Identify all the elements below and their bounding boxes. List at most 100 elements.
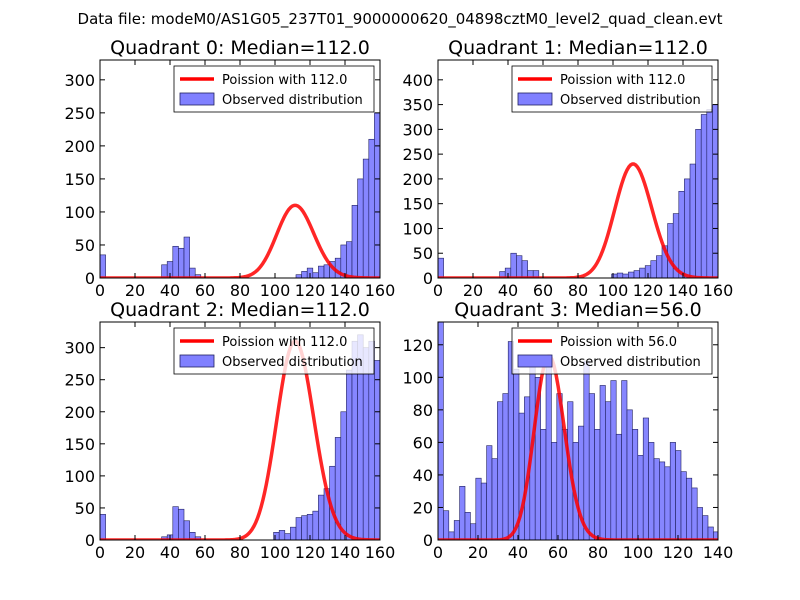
panel-quadrant-2: 0 20 40 60 80 100 120 140 160050100150200250300Q… xyxy=(64,299,395,562)
y-tick-label: 100 xyxy=(64,467,95,486)
histogram-bar xyxy=(318,494,325,540)
histogram-bar xyxy=(695,129,702,278)
histogram-bar xyxy=(443,510,450,540)
histogram-bar xyxy=(628,271,635,278)
histogram-bar xyxy=(497,401,504,540)
y-tick-label: 250 xyxy=(64,371,95,390)
histogram-bar xyxy=(639,267,646,278)
legend-label-bars: Observed distribution xyxy=(560,355,701,370)
histogram-bar xyxy=(475,477,482,540)
histogram-bar xyxy=(583,360,590,540)
histogram-bar xyxy=(368,138,375,278)
histogram-bar xyxy=(323,264,330,278)
y-tick-label: 250 xyxy=(64,104,95,123)
histogram-bar xyxy=(707,526,714,540)
x-tick-label: 80 xyxy=(230,543,250,562)
y-tick-label: 50 xyxy=(75,236,95,255)
legend: Poission with 112.0 Observed distribution xyxy=(173,327,375,375)
histogram-bar xyxy=(667,223,674,278)
y-tick-label: 300 xyxy=(64,71,95,90)
histogram-bar xyxy=(611,273,618,278)
x-tick-label: 100 xyxy=(623,543,654,562)
histogram-bar xyxy=(605,401,612,540)
x-tick-label: 0 xyxy=(433,281,443,300)
x-tick-label: 100 xyxy=(260,543,291,562)
x-tick-label: 40 xyxy=(160,543,180,562)
panel-quadrant-0: 0 20 40 60 80 100 120 140 160050100150200250300Q… xyxy=(64,37,395,300)
histogram-bar xyxy=(362,347,370,540)
histogram-bar xyxy=(374,112,380,278)
histogram-bar xyxy=(301,515,308,540)
panel-title: Quadrant 1: Median=112.0 xyxy=(448,37,708,59)
histogram-bar xyxy=(178,247,185,278)
histogram-bar xyxy=(588,393,595,540)
legend-bar-swatch xyxy=(517,354,553,368)
histogram-bar xyxy=(183,520,190,540)
x-tick-label: 0 xyxy=(433,543,443,562)
poisson-curve xyxy=(438,354,718,540)
histogram-bar xyxy=(551,442,558,540)
histogram-bar xyxy=(664,466,671,540)
histogram-bar xyxy=(648,442,655,540)
histogram-bar xyxy=(502,393,509,540)
histogram-bar xyxy=(594,429,601,540)
histogram-bar xyxy=(615,433,622,540)
y-tick-label: 300 xyxy=(64,339,95,358)
panel-quadrant-1: 0 20 40 60 80 100 120 140 1600501001502002503003… xyxy=(402,37,733,300)
histogram-bar xyxy=(172,245,179,278)
x-tick-label: 20 xyxy=(463,281,483,300)
y-tick-label: 60 xyxy=(413,433,433,452)
histogram-bar xyxy=(178,508,185,540)
legend: Poission with 112.0 Observed distribution xyxy=(173,65,375,113)
y-tick-label: 150 xyxy=(402,195,433,214)
y-tick-label: 100 xyxy=(402,219,433,238)
histogram-bar xyxy=(438,257,444,278)
histogram-bar xyxy=(290,526,297,540)
histogram-bar xyxy=(675,450,682,540)
legend-label-curve: Poission with 112.0 xyxy=(222,73,347,88)
histogram-bar xyxy=(284,533,291,540)
y-tick-label: 100 xyxy=(64,203,95,222)
histogram-bar xyxy=(689,163,696,278)
histogram-bar xyxy=(680,471,687,540)
legend-bar-swatch xyxy=(179,354,215,368)
x-tick-label: 40 xyxy=(160,281,180,300)
histogram-bar xyxy=(678,190,685,278)
histogram-bar xyxy=(374,360,380,540)
histogram-bar xyxy=(459,486,466,540)
x-tick-label: 60 xyxy=(533,281,553,300)
histogram-bar xyxy=(362,158,370,278)
histogram-bar xyxy=(684,178,691,278)
x-tick-label: 20 xyxy=(125,281,145,300)
legend-label-curve: Poission with 112.0 xyxy=(222,335,347,350)
histogram-bar xyxy=(610,380,617,540)
histogram-bar xyxy=(161,264,168,278)
histogram-bar xyxy=(189,532,196,540)
y-tick-label: 200 xyxy=(64,403,95,422)
histogram-bar xyxy=(626,409,633,540)
x-tick-label: 120 xyxy=(295,281,326,300)
axes-frame xyxy=(437,321,719,541)
histogram-bar xyxy=(540,429,547,540)
histogram-bar xyxy=(318,265,325,278)
x-tick-label: 140 xyxy=(668,281,699,300)
x-tick-label: 80 xyxy=(588,543,608,562)
histogram-bar xyxy=(632,429,639,540)
legend-bar-swatch xyxy=(179,92,215,106)
y-tick-label: 20 xyxy=(413,498,433,517)
histogram-bar xyxy=(691,487,698,540)
histogram-bar xyxy=(470,523,477,540)
legend-label-bars: Observed distribution xyxy=(560,93,701,108)
x-tick-label: 60 xyxy=(195,543,215,562)
histogram-bar xyxy=(438,322,444,540)
histogram-bar xyxy=(633,270,640,278)
histogram-bar xyxy=(357,178,364,278)
y-tick-label: 250 xyxy=(402,145,433,164)
plot-area xyxy=(438,69,718,278)
plot-area xyxy=(438,322,718,540)
histogram-bar xyxy=(653,458,660,540)
histogram-bar xyxy=(686,477,693,540)
panel-title: Quadrant 0: Median=112.0 xyxy=(110,37,370,59)
histogram-bar xyxy=(301,271,308,278)
histogram-bar xyxy=(659,461,666,540)
